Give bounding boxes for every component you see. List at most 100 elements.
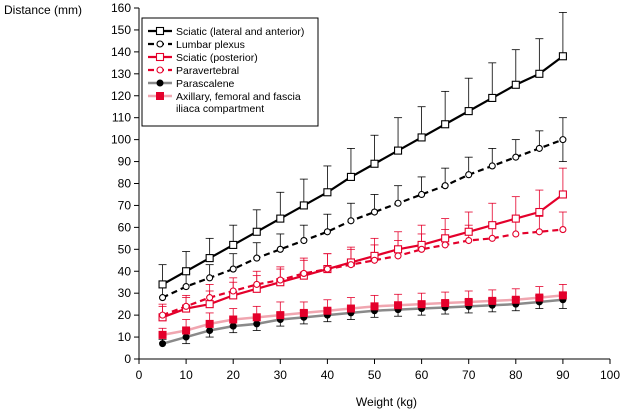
legend-swatch-marker [155, 26, 165, 36]
data-point [323, 188, 332, 197]
data-point [488, 162, 496, 170]
y-tick-label: 110 [112, 111, 131, 125]
data-point [417, 133, 426, 142]
data-point [158, 280, 167, 289]
data-point [558, 291, 567, 300]
x-axis-title: Weight (kg) [356, 395, 417, 409]
data-point [535, 228, 543, 236]
data-point [158, 330, 167, 339]
legend-label: Lumbar plexus [176, 39, 245, 51]
data-point [465, 171, 473, 179]
legend-swatch-marker [156, 92, 164, 100]
x-tick-label: 90 [556, 368, 570, 382]
data-point [535, 293, 544, 302]
data-point [300, 269, 308, 277]
data-point [323, 228, 331, 236]
data-point [229, 287, 237, 295]
data-point [347, 217, 355, 225]
data-point [182, 283, 190, 291]
x-tick-label: 0 [136, 368, 143, 382]
x-tick-label: 30 [274, 368, 288, 382]
legend-swatch-marker [156, 66, 164, 74]
data-point [488, 221, 497, 230]
data-point [418, 245, 426, 253]
data-point [206, 274, 214, 282]
legend-label-line: iliaca compartment [176, 103, 264, 115]
data-point [441, 234, 450, 243]
legend-swatch-marker [155, 52, 165, 62]
data-point [205, 300, 214, 309]
data-point [323, 306, 332, 315]
legend-label-line: Axillary, femoral and fascia [176, 91, 301, 103]
y-tick-label: 20 [118, 308, 132, 322]
y-tick-label: 80 [118, 177, 132, 191]
data-point [441, 241, 449, 249]
y-tick-label: 140 [111, 45, 131, 59]
legend-box [141, 17, 319, 127]
x-tick-label: 100 [600, 368, 620, 382]
data-point [512, 153, 520, 161]
data-point [323, 265, 331, 273]
y-tick-label: 40 [118, 264, 132, 278]
x-tick-label: 50 [368, 368, 382, 382]
y-tick-label: 50 [118, 242, 132, 256]
data-point [511, 214, 520, 223]
data-point [299, 308, 308, 317]
data-point [488, 93, 497, 102]
data-point [346, 172, 356, 181]
data-point [253, 320, 261, 328]
data-point [229, 322, 237, 330]
data-point [252, 227, 261, 236]
data-point [205, 254, 214, 263]
data-point [488, 296, 497, 305]
data-point [346, 304, 355, 313]
data-point [394, 252, 402, 260]
x-tick-label: 60 [415, 368, 429, 382]
data-point [229, 265, 237, 273]
x-tick-label: 80 [509, 368, 523, 382]
data-point [276, 311, 285, 320]
y-tick-label: 60 [118, 220, 132, 234]
data-point [559, 136, 567, 144]
data-point [182, 326, 191, 335]
y-tick-label: 0 [124, 352, 131, 366]
data-point [394, 199, 402, 207]
data-point [464, 297, 473, 306]
x-tick-label: 20 [227, 368, 241, 382]
data-point [205, 319, 214, 328]
data-point [253, 280, 261, 288]
data-point [511, 295, 520, 304]
y-tick-label: 130 [111, 67, 131, 81]
axes: 0 10 20 30 40 50 60 70 80 90 100 0 10 20 30 40 50 60 70 80 9… [4, 1, 620, 409]
series-line [162, 193, 564, 319]
data-point [347, 261, 355, 269]
legend-label: Axillary, femoral and fascia iliaca compa… [176, 91, 301, 115]
y-tick-label: 30 [118, 286, 132, 300]
data-point [276, 245, 284, 253]
data-point [253, 254, 261, 262]
y-tick-label: 70 [118, 198, 132, 212]
data-point [558, 190, 567, 199]
series-line [162, 138, 564, 299]
data-point [370, 256, 379, 264]
data-point [418, 190, 426, 199]
data-point [229, 240, 238, 249]
data-point [370, 302, 379, 311]
data-point [393, 245, 403, 254]
data-point [252, 313, 261, 322]
data-point [300, 236, 308, 245]
legend: Sciatic (lateral and anterior)Lumbar ple… [141, 17, 319, 127]
data-point [206, 294, 214, 302]
data-point [511, 80, 520, 89]
data-point [299, 201, 308, 210]
data-point [535, 69, 544, 78]
legend-label: Parascalene [176, 78, 235, 90]
legend-label: Paravertebral [176, 65, 239, 77]
legend-swatch-marker [156, 79, 164, 87]
y-tick-label: 10 [118, 330, 132, 344]
y-tick-label: 160 [111, 1, 131, 15]
data-point [206, 326, 214, 334]
data-point [276, 276, 284, 284]
y-tick-label: 90 [118, 155, 132, 169]
